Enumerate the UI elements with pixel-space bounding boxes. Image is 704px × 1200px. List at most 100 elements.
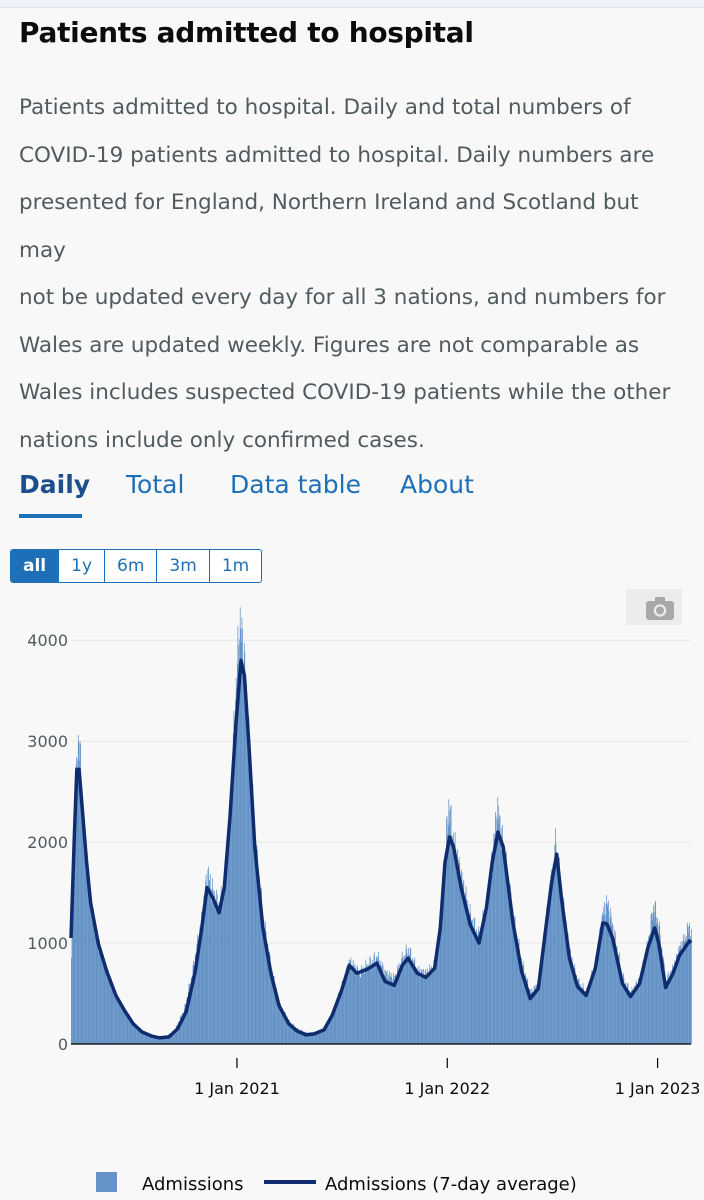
admissions-bar [593, 970, 594, 1044]
admissions-bar [108, 977, 110, 1044]
admissions-bar [453, 833, 454, 1044]
admissions-bar [349, 960, 351, 1044]
admissions-bar [617, 955, 618, 1044]
admissions-bar [207, 869, 209, 1044]
admissions-bar [187, 997, 189, 1044]
admissions-bar [638, 979, 640, 1044]
tab-daily[interactable]: Daily [19, 470, 91, 499]
admissions-bar [465, 886, 467, 1044]
admissions-bar [491, 865, 493, 1044]
admissions-bar [447, 825, 449, 1044]
admissions-bar [219, 914, 221, 1044]
admissions-bar [596, 963, 598, 1044]
admissions-bar [302, 1030, 303, 1044]
admissions-bar [671, 964, 673, 1044]
admissions-bar [236, 687, 238, 1044]
admissions-bar [101, 952, 103, 1044]
range-1m-button[interactable]: 1m [221, 556, 250, 576]
admissions-bar [496, 834, 497, 1044]
admissions-bar [667, 971, 669, 1044]
admissions-bar [358, 971, 360, 1044]
admissions-bar [614, 929, 616, 1044]
admissions-bar [209, 879, 211, 1044]
admissions-bar [627, 983, 629, 1044]
admissions-bar [213, 897, 215, 1044]
admissions-bar [257, 849, 258, 1044]
admissions-bar [595, 955, 597, 1044]
admissions-bar [661, 948, 663, 1044]
admissions-bar [644, 958, 646, 1044]
admissions-bar [81, 800, 83, 1044]
range-all-button[interactable]: all [11, 550, 60, 582]
admissions-bar [536, 984, 537, 1044]
admissions-bar [599, 927, 601, 1044]
admissions-bar [410, 948, 412, 1044]
admissions-bar [587, 986, 589, 1044]
download-image-button[interactable] [626, 589, 682, 625]
admissions-bar [74, 828, 76, 1044]
tab-about[interactable]: About [400, 470, 474, 499]
admissions-bar [264, 930, 265, 1044]
tab-data-table[interactable]: Data table [230, 470, 361, 499]
admissions-bar [627, 982, 628, 1044]
admissions-bar [83, 828, 85, 1044]
admissions-bar [689, 936, 691, 1044]
admissions-bar [582, 983, 584, 1044]
admissions-bar [474, 918, 476, 1044]
admissions-bar [238, 644, 239, 1044]
admissions-bar [686, 922, 688, 1044]
admissions-bar [202, 914, 204, 1044]
admissions-bar [148, 1033, 149, 1044]
admissions-bar [326, 1025, 328, 1044]
admissions-bar [504, 860, 506, 1044]
admissions-bar [361, 964, 363, 1044]
tab-total[interactable]: Total [126, 470, 185, 499]
admissions-bar [230, 812, 232, 1044]
admissions-bar [492, 875, 493, 1044]
admissions-bar [269, 951, 270, 1044]
admissions-bar [148, 1034, 150, 1044]
admissions-bar [455, 849, 457, 1044]
admissions-bar [250, 758, 251, 1044]
admissions-bar [542, 942, 544, 1044]
admissions-bar [162, 1036, 164, 1044]
admissions-bar [92, 907, 94, 1044]
admissions-bar [144, 1033, 146, 1044]
admissions-bar [591, 976, 593, 1044]
admissions-bar [119, 1003, 121, 1044]
admissions-bar [157, 1037, 159, 1044]
admissions-bar [220, 894, 221, 1044]
admissions-bar [200, 924, 202, 1044]
admissions-bar [258, 880, 260, 1044]
admissions-bar [512, 922, 514, 1044]
admissions-bar [544, 934, 545, 1044]
admissions-bar [303, 1031, 305, 1044]
admissions-bar [495, 815, 497, 1044]
admissions-bar [254, 838, 256, 1044]
admissions-bar [471, 920, 473, 1044]
admissions-bar [360, 977, 362, 1044]
range-1y-button[interactable]: 1y [59, 550, 106, 582]
admissions-bar [518, 943, 519, 1044]
admissions-bar [554, 845, 556, 1044]
admissions-bar [548, 906, 549, 1044]
admissions-bar [625, 986, 627, 1044]
admissions-bar [186, 996, 188, 1044]
range-6m-button[interactable]: 6m [105, 550, 158, 582]
admissions-bar [133, 1025, 135, 1044]
admissions-bar [71, 923, 73, 1044]
admissions-bar [499, 815, 500, 1044]
range-3m-button[interactable]: 3m [157, 550, 210, 582]
admissions-bar [327, 1023, 329, 1044]
admissions-bar [100, 948, 102, 1044]
admissions-bar [232, 733, 234, 1044]
admissions-bar [409, 947, 411, 1044]
admissions-bar [290, 1023, 292, 1044]
admissions-bar [480, 932, 481, 1044]
admissions-bar [684, 935, 686, 1044]
admissions-bar [265, 921, 266, 1044]
admissions-bar [326, 1023, 328, 1044]
admissions-bar [339, 992, 341, 1044]
admissions-bar [214, 895, 216, 1044]
admissions-bar [198, 935, 200, 1044]
